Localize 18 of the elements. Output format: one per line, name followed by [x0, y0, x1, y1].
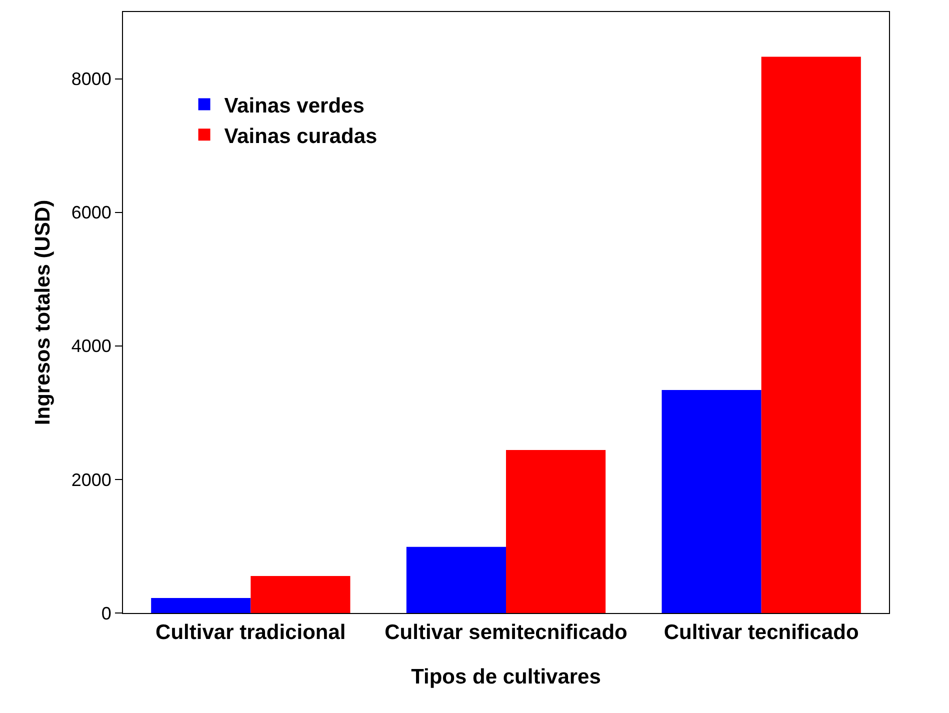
- y-tick-label: 4000: [71, 336, 112, 356]
- legend-label: Vainas curadas: [224, 124, 378, 148]
- legend-label: Vainas verdes: [224, 94, 364, 118]
- y-tick-label: 6000: [71, 202, 112, 223]
- y-tick-label: 2000: [71, 470, 112, 490]
- x-tick-label: Cultivar tradicional: [156, 621, 346, 644]
- x-tick-label: Cultivar tecnificado: [664, 621, 859, 644]
- bar: [506, 450, 606, 613]
- bar: [761, 56, 861, 613]
- y-axis-title: Ingresos totales (USD): [32, 200, 55, 426]
- bar: [662, 390, 762, 613]
- x-axis-title: Tipos de cultivares: [411, 665, 601, 688]
- y-tick-label: 8000: [71, 69, 112, 90]
- bar: [406, 546, 506, 613]
- bar: [151, 598, 251, 613]
- bar: [250, 576, 350, 613]
- y-tick-label: 0: [101, 603, 112, 624]
- x-tick-label: Cultivar semitecnificado: [384, 621, 628, 644]
